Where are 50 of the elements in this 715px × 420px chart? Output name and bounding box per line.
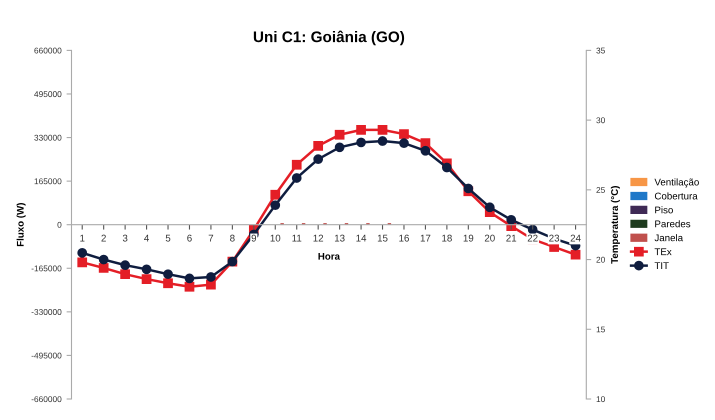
y-tick-label: -165000 — [32, 265, 62, 272]
y-tick-label: 330000 — [34, 134, 62, 141]
legend-label: Ventilação — [654, 178, 699, 188]
x-tick-label: 15 — [378, 234, 388, 242]
x-tick-label: 5 — [166, 234, 170, 242]
legend-label: Cobertura — [654, 192, 698, 200]
x-tick-label: 18 — [442, 234, 452, 242]
y-tick-label: -330000 — [32, 309, 62, 315]
x-tick-label: 20 — [484, 234, 495, 242]
legend-label: Piso — [655, 206, 673, 214]
legend-label: Janela — [654, 234, 684, 242]
y2-tick-label: 20 — [596, 256, 605, 263]
y-tick-label: 495000 — [34, 91, 62, 98]
x-tick-label: 22 — [528, 234, 538, 242]
y-axis-title: Fluxo (W) — [16, 203, 26, 246]
x-tick-label: 3 — [122, 234, 128, 242]
chart-title: Uni C1: Goiânia (GO) — [254, 30, 404, 46]
legend-label: TIT — [654, 262, 669, 270]
y2-axis-title: Temperatura (°C) — [610, 186, 620, 264]
x-tick-label: 21 — [506, 234, 516, 242]
x-tick-label: 7 — [208, 234, 214, 242]
x-tick-label: 16 — [399, 234, 409, 242]
y2-tick-label: 10 — [596, 396, 605, 402]
x-tick-label: 4 — [144, 234, 149, 242]
x-tick-label: 19 — [464, 234, 474, 242]
y-tick-label: 660000 — [34, 48, 62, 54]
x-tick-label: 14 — [356, 234, 366, 242]
y2-tick-label: 25 — [596, 187, 605, 193]
x-tick-label: 10 — [270, 234, 280, 242]
x-tick-label: 6 — [187, 234, 192, 242]
x-tick-label: 2 — [101, 234, 106, 242]
x-tick-label: 23 — [549, 234, 560, 242]
legend-label: Paredes — [655, 220, 690, 228]
x-tick-label: 17 — [420, 234, 430, 242]
x-tick-label: 1 — [80, 234, 84, 242]
legend-label: TEx — [654, 248, 672, 256]
y2-tick-label: 30 — [596, 117, 605, 124]
y-tick-label: 165000 — [34, 178, 62, 184]
x-tick-label: 24 — [570, 234, 581, 242]
y2-tick-label: 35 — [596, 48, 605, 54]
y-tick-label: -660000 — [32, 396, 62, 402]
y-tick-label: -495000 — [32, 352, 62, 359]
x-tick-label: 12 — [314, 234, 324, 242]
y2-tick-label: 15 — [596, 326, 605, 332]
x-tick-label: 13 — [334, 234, 345, 242]
x-tick-label: 8 — [230, 234, 235, 242]
x-tick-label: 9 — [252, 234, 256, 242]
x-axis-title: Hora — [318, 252, 340, 260]
y-tick-label: 0 — [57, 222, 62, 228]
x-tick-label: 11 — [292, 234, 302, 242]
